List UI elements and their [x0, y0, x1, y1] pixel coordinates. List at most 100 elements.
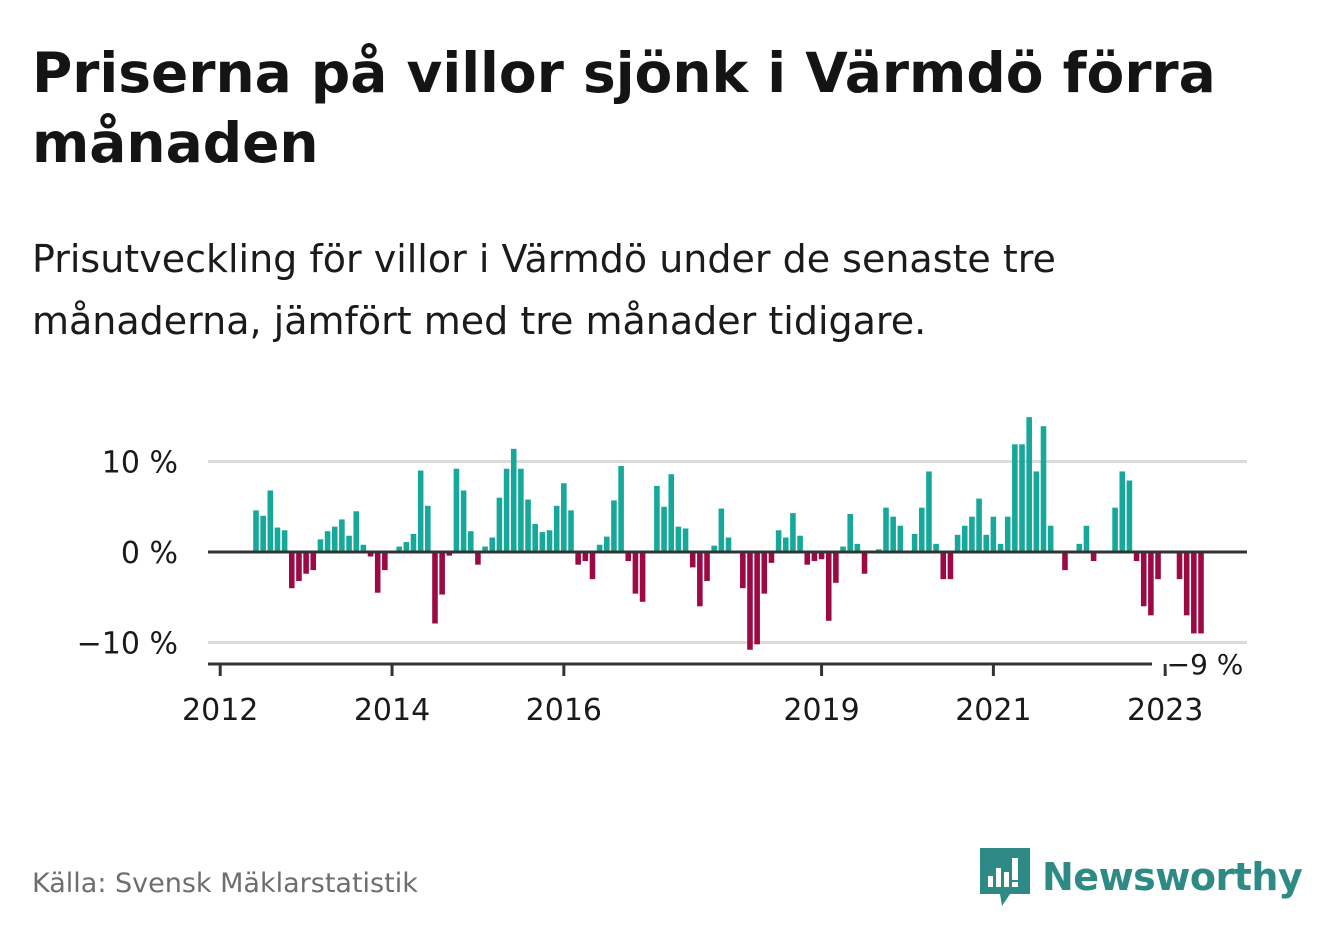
- bar: [1176, 552, 1183, 580]
- x-tick-label: 2012: [182, 693, 258, 728]
- bar: [446, 552, 453, 556]
- bar: [675, 526, 682, 552]
- x-tick-label: 2014: [354, 693, 430, 728]
- bar: [632, 552, 639, 594]
- bar: [296, 552, 302, 581]
- bar: [1126, 480, 1133, 552]
- bar: [575, 552, 581, 565]
- bar: [668, 474, 675, 552]
- bar: [890, 516, 896, 552]
- bar: [976, 498, 982, 552]
- bar: [482, 546, 488, 552]
- bar: [561, 483, 567, 552]
- bar: [639, 552, 646, 602]
- bar-chart: 10 % 0 % −10 % 2012 2014 2016 2019 2021 2023 −9…: [77, 417, 1247, 728]
- bar: [1191, 552, 1197, 634]
- bar: [1019, 444, 1025, 552]
- bar: [768, 552, 775, 563]
- bar: [990, 516, 997, 552]
- bar: [897, 525, 904, 552]
- bar: [310, 552, 317, 571]
- y-tick-label: −10 %: [77, 627, 178, 662]
- bar: [396, 546, 402, 552]
- bar: [367, 552, 374, 557]
- bar: [847, 513, 853, 552]
- bar: [496, 497, 503, 552]
- bar: [1148, 552, 1154, 616]
- bar: [453, 468, 460, 552]
- bar: [289, 552, 295, 589]
- bar: [782, 537, 789, 552]
- bar: [825, 552, 832, 621]
- bar: [582, 552, 589, 562]
- bar: [353, 511, 360, 552]
- bar: [697, 552, 703, 607]
- bar: [704, 552, 710, 581]
- bar: [510, 448, 517, 552]
- bar: [425, 505, 431, 552]
- bar: [954, 534, 961, 552]
- bar: [1012, 444, 1018, 552]
- bar: [1183, 552, 1190, 616]
- bar: [382, 552, 388, 571]
- bar: [682, 528, 689, 552]
- bar: [969, 516, 975, 552]
- bar: [754, 552, 760, 645]
- bar: [818, 552, 825, 560]
- bar: [947, 552, 954, 580]
- bar: [689, 552, 696, 568]
- bar: [432, 552, 438, 624]
- bar: [546, 530, 553, 552]
- x-tick-label: 2019: [783, 693, 859, 728]
- y-tick-label: 10 %: [102, 446, 178, 481]
- bar: [861, 552, 868, 574]
- bar: [260, 515, 266, 552]
- bar: [410, 533, 417, 552]
- bar: [1004, 516, 1011, 552]
- bar: [854, 543, 861, 552]
- bar: [1155, 552, 1161, 580]
- bar: [661, 506, 667, 552]
- bar: [553, 505, 560, 552]
- bar: [439, 552, 445, 595]
- axes: [208, 550, 1247, 666]
- bars: [253, 417, 1204, 650]
- bar: [589, 552, 596, 580]
- bar: [403, 542, 410, 552]
- bar: [983, 534, 990, 552]
- bar: [747, 552, 753, 650]
- bar: [911, 533, 918, 552]
- bar: [525, 499, 531, 552]
- bar: [618, 466, 624, 552]
- bar: [840, 546, 846, 552]
- bar: [596, 544, 603, 552]
- bar: [1026, 417, 1032, 552]
- bar: [961, 525, 968, 552]
- bar: [281, 530, 288, 552]
- bar: [797, 535, 803, 552]
- bar: [926, 471, 932, 552]
- bar: [1076, 543, 1083, 552]
- chart-title: Priserna på villor sjönk i Värmdö förra …: [32, 41, 1216, 175]
- bar: [253, 510, 259, 552]
- bar: [460, 490, 467, 552]
- bar: [1062, 552, 1068, 571]
- x-axis-ticks: 2012 2014 2016 2019 2021 2023: [182, 664, 1203, 728]
- bar: [360, 544, 367, 552]
- y-axis-tick-labels: 10 % 0 % −10 %: [77, 446, 178, 662]
- x-tick-label: 2021: [955, 693, 1031, 728]
- x-tick-label: 2023: [1127, 693, 1203, 728]
- bar: [532, 523, 538, 552]
- grid-lines: [208, 460, 1247, 644]
- bar: [725, 537, 732, 552]
- bar: [339, 519, 345, 552]
- bar: [811, 552, 818, 562]
- bar: [317, 539, 324, 552]
- bar: [790, 513, 796, 552]
- bar: [940, 552, 947, 580]
- bar: [374, 552, 381, 593]
- bar: [267, 490, 274, 552]
- bar: [331, 526, 338, 552]
- bar: [303, 552, 309, 574]
- bar-chart-logo-icon: [980, 848, 1030, 906]
